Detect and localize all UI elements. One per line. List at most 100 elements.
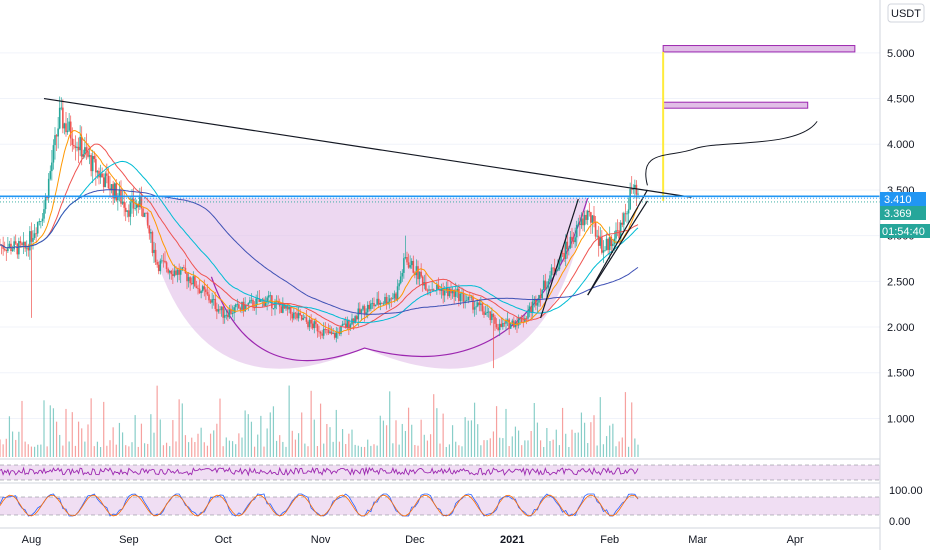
volume-bar	[231, 441, 234, 457]
candle-body	[36, 222, 39, 234]
volume-bar	[423, 434, 425, 457]
volume-bar	[389, 391, 391, 457]
candle-body	[126, 210, 129, 212]
volume-bar	[502, 438, 504, 457]
candle-body	[392, 298, 394, 299]
candle-body	[426, 290, 429, 292]
volume-bar	[464, 417, 466, 457]
currency-badge[interactable]	[887, 3, 925, 23]
candle-body	[293, 312, 295, 319]
candle-body	[579, 223, 581, 226]
volume-bar	[241, 437, 243, 457]
volume-bar	[21, 400, 23, 457]
candle-body	[597, 235, 600, 246]
candle-body	[447, 287, 449, 297]
price-axis[interactable]: USDT	[879, 0, 932, 550]
candle-body	[38, 221, 41, 223]
volume-bar	[376, 445, 378, 457]
candle-body	[313, 321, 316, 329]
candle-body	[437, 284, 440, 290]
candle-body	[96, 170, 99, 173]
candle-body	[473, 307, 476, 310]
volume-bar	[46, 446, 48, 457]
volume-bar	[106, 445, 108, 457]
candle-body	[373, 303, 375, 307]
candle-body	[528, 306, 531, 313]
candle-body	[591, 215, 594, 223]
candle-body	[627, 209, 630, 214]
volume-bar	[326, 423, 328, 457]
candle-body	[316, 324, 319, 332]
volume-bar	[448, 444, 451, 457]
candle-body	[90, 155, 92, 172]
candle-body	[178, 269, 180, 275]
candle-body	[117, 197, 119, 201]
candle-body	[186, 273, 188, 282]
volume-bar	[121, 432, 124, 457]
candle-body	[189, 277, 191, 284]
candle-body	[142, 208, 144, 217]
candle-body	[533, 298, 536, 302]
candle-body	[129, 202, 132, 217]
volume-bar	[90, 398, 92, 457]
candle-body	[393, 293, 396, 299]
candle-body	[483, 311, 485, 315]
volume-bar	[55, 421, 58, 457]
volume-bar	[62, 445, 64, 457]
volume-bar	[524, 440, 526, 457]
volume-bar	[499, 437, 501, 457]
candle-body	[409, 265, 411, 268]
ma-mid	[0, 143, 639, 329]
volume-bar	[247, 414, 249, 457]
candle-body	[25, 247, 28, 249]
second-price-badge-bg	[880, 206, 926, 220]
candle-body	[390, 298, 393, 300]
volume-bar	[68, 441, 70, 457]
candle-body	[258, 298, 261, 302]
candle-body	[285, 305, 287, 309]
candle-body	[66, 130, 69, 133]
candle-body	[624, 213, 627, 215]
volume-bar	[18, 431, 20, 457]
candle-body	[349, 324, 352, 328]
candle-body	[167, 268, 169, 273]
volume-bar	[209, 433, 212, 457]
candle-body	[539, 294, 542, 299]
candle-body	[469, 296, 471, 298]
candle-body	[71, 138, 74, 145]
candle-body	[439, 289, 441, 291]
candle-body	[357, 308, 360, 320]
candle-body	[542, 280, 545, 290]
volume-bar	[354, 444, 356, 457]
volume-bar	[125, 445, 127, 457]
candle-body	[13, 241, 15, 250]
candle-body	[79, 136, 81, 151]
candle-body	[299, 312, 301, 315]
volume-bar	[49, 405, 51, 457]
candle-body	[153, 249, 155, 253]
volume-bar	[442, 413, 444, 457]
candle-body	[77, 146, 80, 151]
candle-body	[267, 295, 270, 298]
candle-body	[27, 247, 30, 251]
volume-bar	[77, 421, 80, 457]
candle-body	[109, 188, 111, 191]
candle-body	[307, 321, 309, 328]
volume-bar	[269, 412, 271, 457]
volume-bar	[530, 430, 532, 457]
volume-bar	[624, 392, 627, 457]
candle-body	[467, 296, 470, 301]
candle-body	[300, 314, 303, 320]
candle-body	[205, 289, 207, 293]
time-axis[interactable]: Aug Sep Oct Nov Dec 2021 Feb Mar Apr	[22, 534, 804, 546]
candle-body	[344, 323, 347, 328]
candle-body	[602, 250, 605, 253]
volume-bar	[59, 434, 61, 457]
candle-body	[231, 313, 234, 314]
candle-body	[197, 288, 199, 289]
candle-body	[366, 304, 369, 313]
candle-body	[115, 183, 118, 201]
candle-body	[239, 308, 242, 310]
volume-bar	[367, 439, 369, 457]
